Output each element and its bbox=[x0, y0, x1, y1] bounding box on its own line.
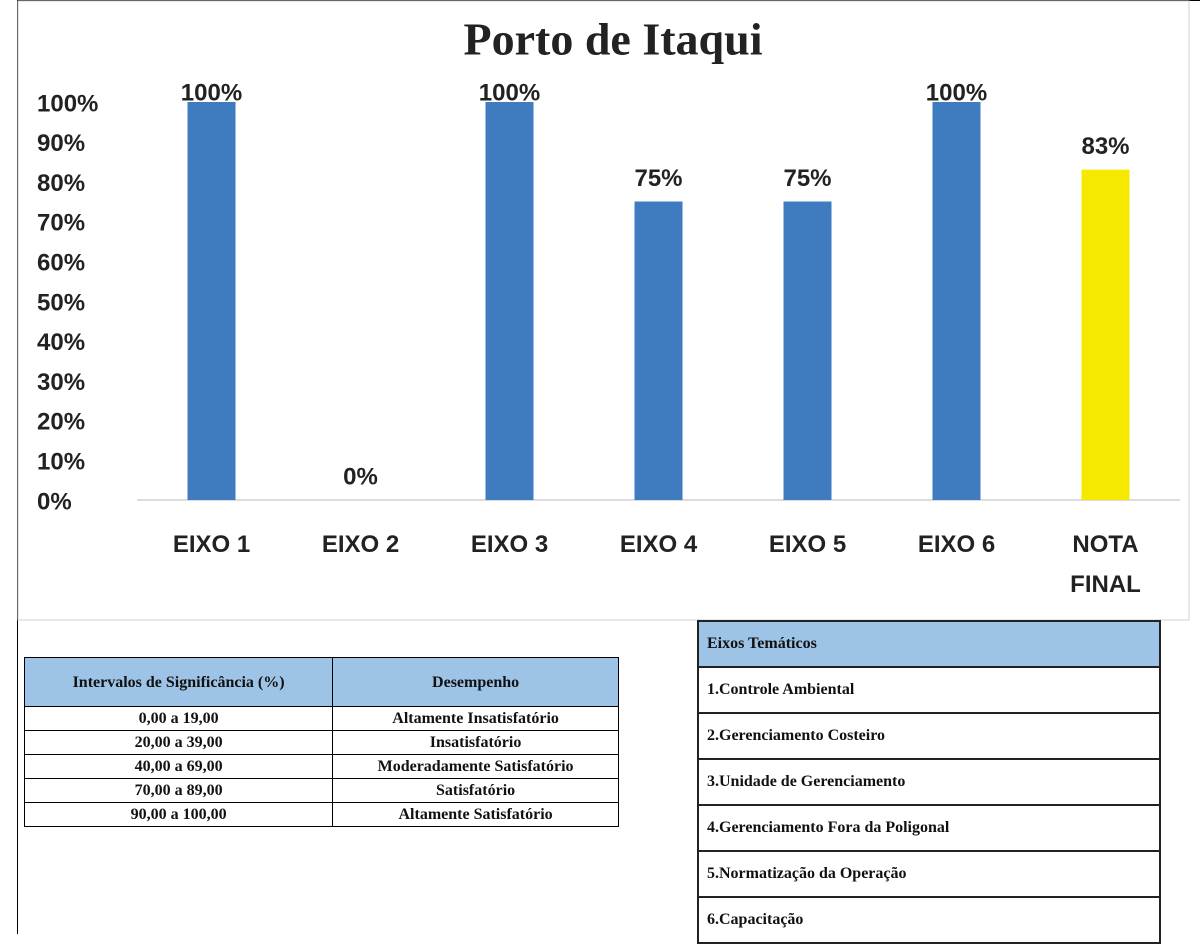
table-row: 0,00 a 19,00 Altamente Insatisfatório bbox=[23, 706, 619, 731]
y-tick-label: 0% bbox=[37, 488, 72, 515]
value-label: 75% bbox=[634, 165, 682, 192]
table-row: 2.Gerenciamento Costeiro bbox=[697, 712, 1161, 760]
table-cell: 90,00 a 100,00 bbox=[23, 802, 334, 827]
chart-frame bbox=[17, 0, 1190, 621]
table-cell: Altamente Satisfatório bbox=[332, 802, 619, 827]
y-tick-label: 40% bbox=[37, 329, 85, 356]
y-tick-label: 60% bbox=[37, 250, 85, 277]
y-tick-label: 100% bbox=[37, 90, 98, 117]
x-tick-label: EIXO 3 bbox=[470, 531, 549, 558]
table-cell: 5.Normatização da Operação bbox=[697, 850, 1161, 898]
bar bbox=[187, 102, 236, 500]
table-row: 70,00 a 89,00 Satisfatório bbox=[23, 778, 619, 803]
x-tick-label: EIXO 6 bbox=[917, 531, 996, 558]
x-tick-label: EIXO 2 bbox=[321, 531, 400, 558]
y-tick-label: 90% bbox=[37, 130, 85, 157]
y-tick-label: 20% bbox=[37, 409, 85, 436]
y-tick-label: 30% bbox=[37, 369, 85, 396]
value-label: 100% bbox=[181, 79, 242, 106]
value-label: 100% bbox=[926, 79, 987, 106]
x-tick-label: NOTA FINAL bbox=[1070, 531, 1141, 598]
x-tick-label: EIXO 4 bbox=[619, 531, 698, 558]
table-cell: 20,00 a 39,00 bbox=[23, 730, 334, 755]
y-tick-label: 70% bbox=[37, 210, 85, 237]
table-cell: 6.Capacitação bbox=[697, 896, 1161, 944]
table-header: Eixos Temáticos bbox=[697, 620, 1161, 668]
significance-table: Intervalos de Significância (%) Desempenh… bbox=[23, 657, 619, 827]
x-tick-label: EIXO 5 bbox=[768, 531, 847, 558]
bar bbox=[634, 201, 683, 500]
table-row: 90,00 a 100,00 Altamente Satisfatório bbox=[23, 802, 619, 827]
table-row: 3.Unidade de Gerenciamento bbox=[697, 758, 1161, 806]
table-row: 40,00 a 69,00 Moderadamente Satisfatório bbox=[23, 754, 619, 779]
table-cell: 2.Gerenciamento Costeiro bbox=[697, 712, 1161, 760]
table-cell: 0,00 a 19,00 bbox=[23, 706, 334, 731]
bar bbox=[932, 102, 981, 500]
table-cell: Insatisfatório bbox=[332, 730, 619, 755]
chart-title: Porto de Itaqui bbox=[464, 14, 763, 65]
table-row: 6.Capacitação bbox=[697, 896, 1161, 944]
table-row: 20,00 a 39,00 Insatisfatório bbox=[23, 730, 619, 755]
y-tick-label: 80% bbox=[37, 170, 85, 197]
x-tick-label: EIXO 1 bbox=[172, 531, 251, 558]
table-cell: Satisfatório bbox=[332, 778, 619, 803]
y-tick-label: 50% bbox=[37, 289, 85, 316]
table-row: 1.Controle Ambiental bbox=[697, 666, 1161, 714]
table-row: 4.Gerenciamento Fora da Poligonal bbox=[697, 804, 1161, 852]
bar bbox=[485, 102, 534, 500]
value-label: 100% bbox=[479, 79, 540, 106]
value-label: 83% bbox=[1081, 133, 1129, 160]
table-cell: 40,00 a 69,00 bbox=[23, 754, 334, 779]
value-label: 0% bbox=[343, 463, 378, 490]
table-header: Desempenho bbox=[332, 657, 619, 707]
table-cell: 70,00 a 89,00 bbox=[23, 778, 334, 803]
table-cell: Altamente Insatisfatório bbox=[332, 706, 619, 731]
axes-table: Eixos Temáticos 1.Controle Ambiental 2.Ger… bbox=[697, 620, 1161, 944]
table-cell: 1.Controle Ambiental bbox=[697, 666, 1161, 714]
table-cell: 4.Gerenciamento Fora da Poligonal bbox=[697, 804, 1161, 852]
value-label: 75% bbox=[783, 165, 831, 192]
table-cell: 3.Unidade de Gerenciamento bbox=[697, 758, 1161, 806]
table-row: 5.Normatização da Operação bbox=[697, 850, 1161, 898]
y-tick-label: 10% bbox=[37, 449, 85, 476]
table-header: Intervalos de Significância (%) bbox=[23, 657, 334, 707]
bar bbox=[1081, 169, 1130, 500]
table-cell: Moderadamente Satisfatório bbox=[332, 754, 619, 779]
bar bbox=[783, 201, 832, 500]
